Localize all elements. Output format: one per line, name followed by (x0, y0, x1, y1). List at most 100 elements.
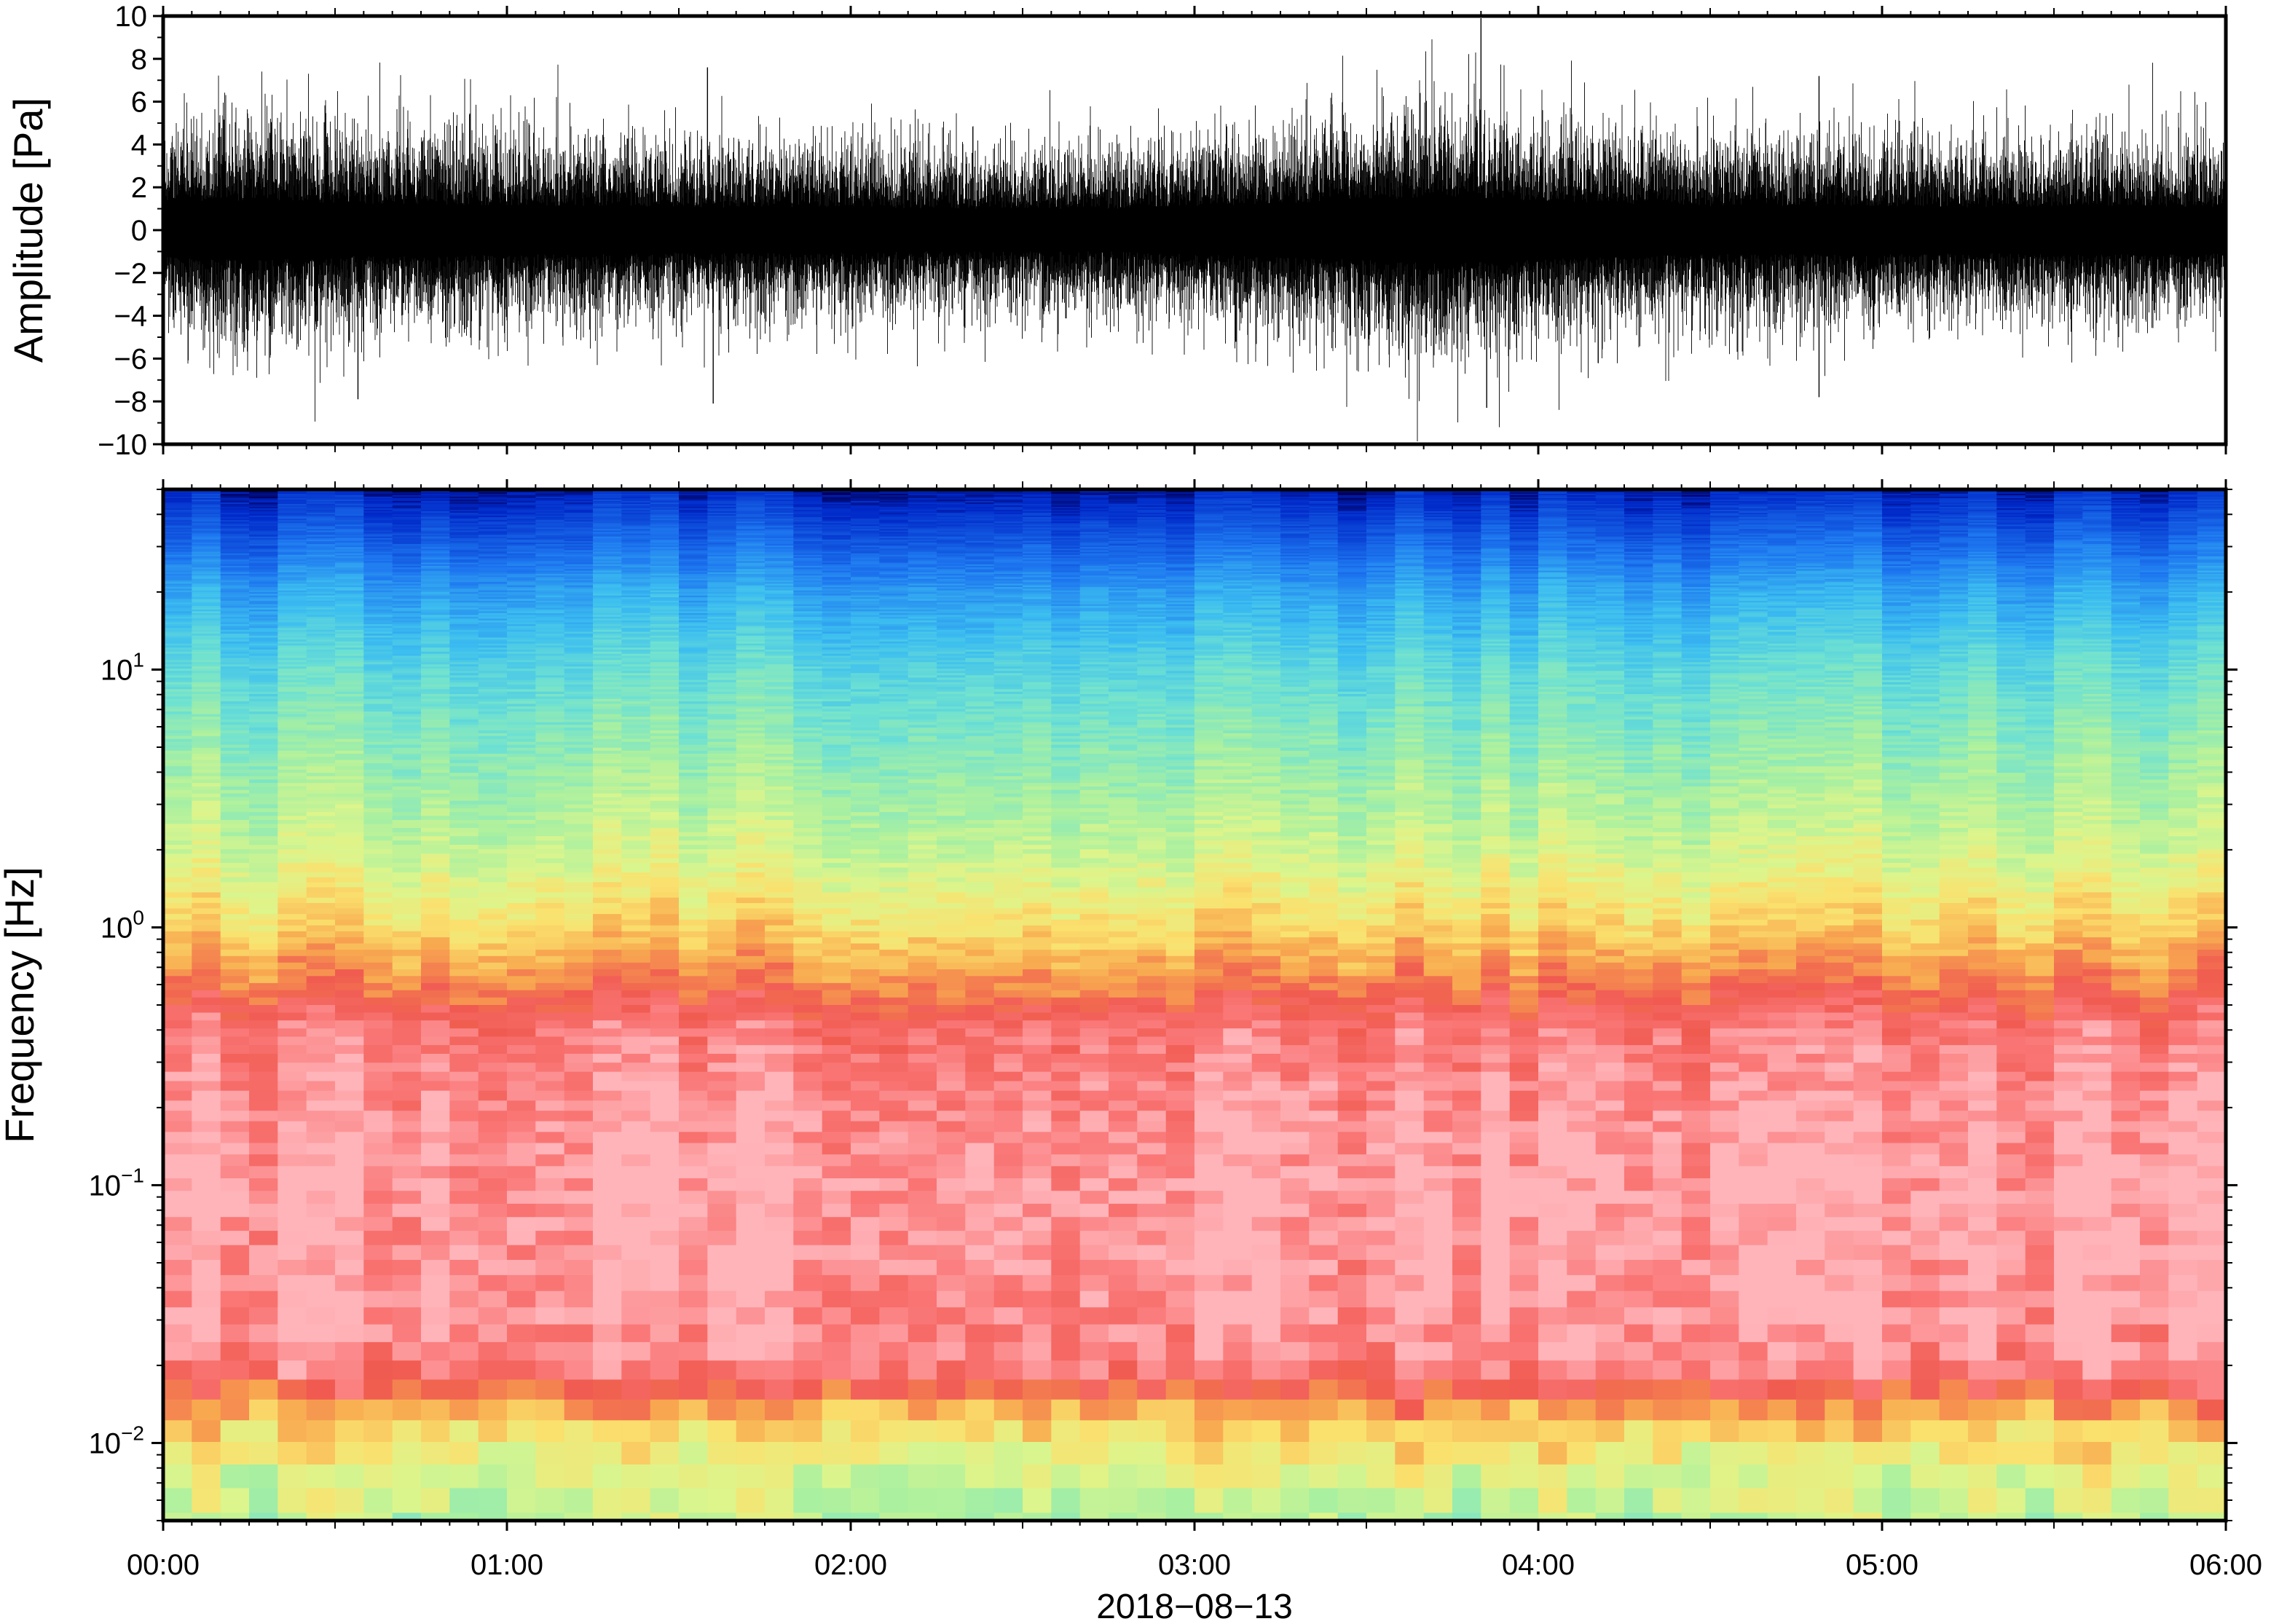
spectrogram-cell (1395, 497, 1425, 499)
spectrogram-cell (192, 501, 221, 503)
spectrogram-cell (249, 502, 278, 505)
spectrogram-cell (1023, 500, 1052, 502)
spectrogram-cell (1939, 501, 1969, 503)
spectrogram-cell (249, 501, 278, 503)
spectrogram-cell (1481, 497, 1511, 499)
spectrogram-cell (449, 513, 479, 515)
spectrogram-cell (1595, 510, 1625, 512)
spectrogram-cell (2111, 494, 2141, 496)
spectrogram-cell (851, 501, 880, 503)
spectrogram-cell (707, 508, 737, 511)
spectrogram-cell (621, 501, 651, 503)
spectrogram-cell (1796, 492, 1825, 494)
spectrogram-cell (2054, 501, 2083, 503)
spectrogram-cell (2168, 495, 2198, 497)
spectrogram-cell (1595, 505, 1625, 508)
spectrogram-cell (1366, 492, 1396, 494)
spectrogram-cell (1509, 504, 1539, 506)
spectrogram-cell (2197, 495, 2226, 497)
spectrogram-cell (535, 491, 565, 493)
spectrogram-cell (1481, 514, 1511, 516)
spectrogram-cell (937, 516, 966, 518)
spectrogram-cell (278, 498, 307, 500)
spectrogram-cell (1109, 501, 1138, 503)
spectrogram-cell (1137, 513, 1167, 515)
spectrogram-cell (621, 491, 651, 493)
spectrogram-cell (1710, 502, 1739, 505)
spectrogram-cell (1710, 513, 1739, 515)
spectrogram-cell (650, 492, 680, 494)
spectrogram-cell (1023, 501, 1052, 503)
spectrogram-cell (765, 510, 794, 512)
spectrogram-cell (1968, 492, 1997, 494)
spectrogram-cell (421, 495, 450, 497)
spectrogram-cell (736, 494, 765, 496)
spectrogram-cell (421, 508, 450, 511)
spectrogram-cell (1051, 500, 1081, 502)
spectrogram-cell (1739, 510, 1768, 512)
spectrogram-cell (1223, 516, 1253, 518)
spectrogram-cell (2197, 502, 2226, 505)
spectrogram-cell (1739, 495, 1768, 497)
spectrogram-cell (1653, 502, 1682, 505)
spectrogram-cell (1051, 494, 1081, 496)
spectrogram-cell (2168, 502, 2198, 505)
spectrogram-cell (1882, 500, 1911, 502)
spectrogram-cell (2168, 498, 2198, 500)
spectrogram-cell (564, 514, 594, 516)
spectrogram-cell (421, 516, 450, 518)
spectrogram-cell (937, 513, 966, 515)
spectrogram-cell (1910, 498, 1940, 500)
spectrogram-cell (2197, 514, 2226, 516)
spectrogram-cell (1710, 494, 1739, 496)
spectrogram-cell (1251, 511, 1281, 513)
spectrogram-cell (1767, 516, 1797, 518)
spectrogram-cell (1023, 497, 1052, 499)
spectrogram-cell (2140, 502, 2169, 505)
spectrogram-cell (1337, 514, 1367, 516)
spectrogram-cell (1825, 514, 1854, 516)
spectrogram-cell (278, 504, 307, 506)
spectrogram-cell (363, 504, 393, 506)
spectrogram-cell (1567, 502, 1597, 505)
spectrogram-cell (163, 494, 192, 496)
spectrogram-cell (449, 507, 479, 509)
spectrogram-cell (908, 492, 937, 494)
spectrogram-cell (1109, 492, 1138, 494)
spectrogram-cell (507, 498, 536, 500)
spectrogram-cell (793, 498, 823, 500)
spectrogram-cell (851, 507, 880, 509)
spectrogram-cell (249, 514, 278, 516)
spectrogram-cell (1194, 501, 1224, 503)
spectrogram-cell (507, 505, 536, 508)
spectrogram-cell (1079, 492, 1109, 494)
spectrogram-cell (1767, 510, 1797, 512)
spectrogram-cell (993, 494, 1023, 496)
spectrogram-cell (535, 507, 565, 509)
spectrogram-cell (937, 505, 966, 508)
spectrogram-cell (507, 501, 536, 503)
spectrogram-cell (593, 508, 622, 511)
spectrogram-cell (650, 491, 680, 493)
spectrogram-cell (1567, 492, 1597, 494)
spectrogram-cell (192, 495, 221, 497)
spectrogram-cell (2054, 492, 2083, 494)
spectrogram-cell (1595, 513, 1625, 515)
spectrogram-cell (306, 494, 336, 496)
spectrogram-cell (1968, 495, 1997, 497)
spectrogram-cell (1567, 504, 1597, 506)
spectrogram-cell (478, 491, 508, 493)
spectrogram-cell (2111, 495, 2141, 497)
spectrogram-cell (1109, 502, 1138, 505)
spectrogram-cell (535, 504, 565, 506)
spectrogram-cell (1023, 510, 1052, 512)
spectrogram-cell (593, 497, 622, 499)
spectrogram-cell (449, 511, 479, 513)
spectrogram-cell (1853, 498, 1883, 500)
spectrogram-cell (851, 505, 880, 508)
spectrogram-cell (2054, 494, 2083, 496)
spectrogram-cell (1796, 511, 1825, 513)
spectrogram-cell (851, 497, 880, 499)
spectrogram-cell (449, 505, 479, 508)
spectrogram-cell (2197, 511, 2226, 513)
